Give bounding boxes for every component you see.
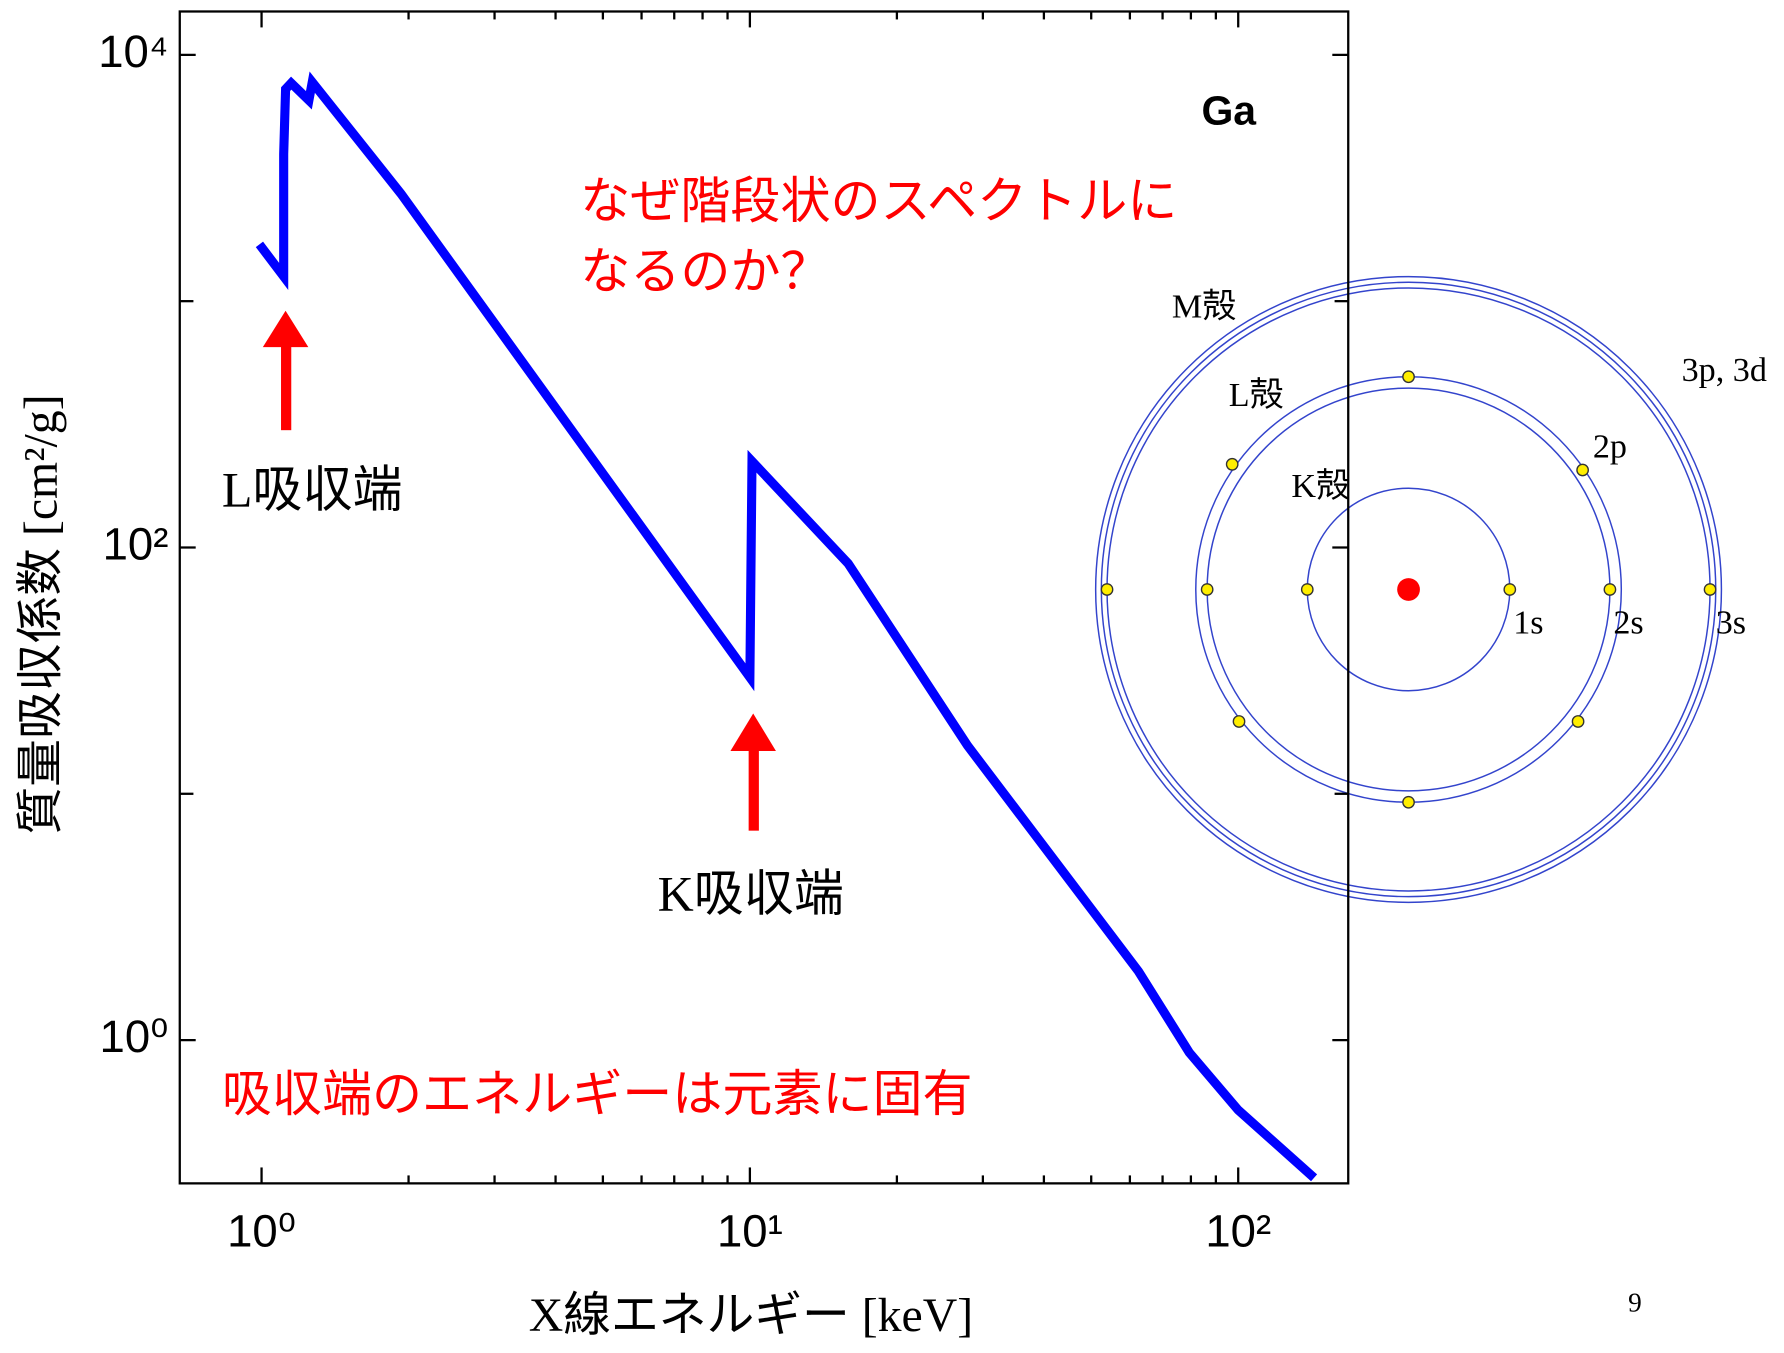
electron: [1704, 584, 1715, 595]
x-tick-label: 10²: [1205, 1206, 1271, 1257]
shell-label: L殻: [1229, 376, 1284, 414]
x-axis-label: X線エネルギー [keV]: [529, 1289, 973, 1342]
electron: [1504, 584, 1515, 595]
y-tick-label: 10⁴: [98, 26, 168, 77]
electron: [1227, 459, 1238, 470]
annotation: L吸収端: [222, 462, 403, 518]
annotation: 吸収端のエネルギーは元素に固有: [222, 1066, 973, 1122]
electron: [1403, 371, 1414, 382]
electron: [1101, 584, 1112, 595]
slide: M殻 L殻 K殻 3p, 3d 2p 1s 2s 3s 9 10⁰ 10¹ 10² 1…: [0, 0, 1784, 1353]
arrow-shaft: [749, 749, 759, 831]
x-tick-label: 10⁰: [227, 1206, 296, 1257]
electron: [1577, 464, 1588, 475]
annotation: なぜ階段状のスペクトルに: [580, 173, 1177, 229]
electron: [1403, 797, 1414, 808]
orbital-label: 2s: [1613, 605, 1643, 642]
chart-title: Ga: [1201, 88, 1257, 134]
electron: [1302, 584, 1313, 595]
y-tick-label: 10²: [103, 518, 169, 569]
orbital-label: 2p: [1593, 428, 1627, 465]
orbital-label: 3s: [1716, 605, 1746, 642]
page-number: 9: [1628, 1287, 1642, 1317]
annotation: なるのか？: [580, 244, 830, 300]
electron: [1604, 584, 1615, 595]
x-tick-label: 10¹: [717, 1206, 783, 1257]
arrow-shaft: [281, 345, 291, 430]
orbital-label: 3p, 3d: [1682, 352, 1767, 389]
y-axis-label: 質量吸収係数 [cm²/g]: [14, 394, 67, 834]
shell-label: M殻: [1172, 287, 1236, 325]
shell-label: K殻: [1291, 467, 1350, 505]
electron: [1201, 584, 1212, 595]
electron: [1572, 716, 1583, 727]
y-tick-label: 10⁰: [100, 1011, 169, 1062]
orbital-label: 1s: [1513, 605, 1543, 642]
electron: [1233, 716, 1244, 727]
nucleus: [1397, 578, 1420, 601]
annotation: K吸収端: [658, 865, 844, 921]
